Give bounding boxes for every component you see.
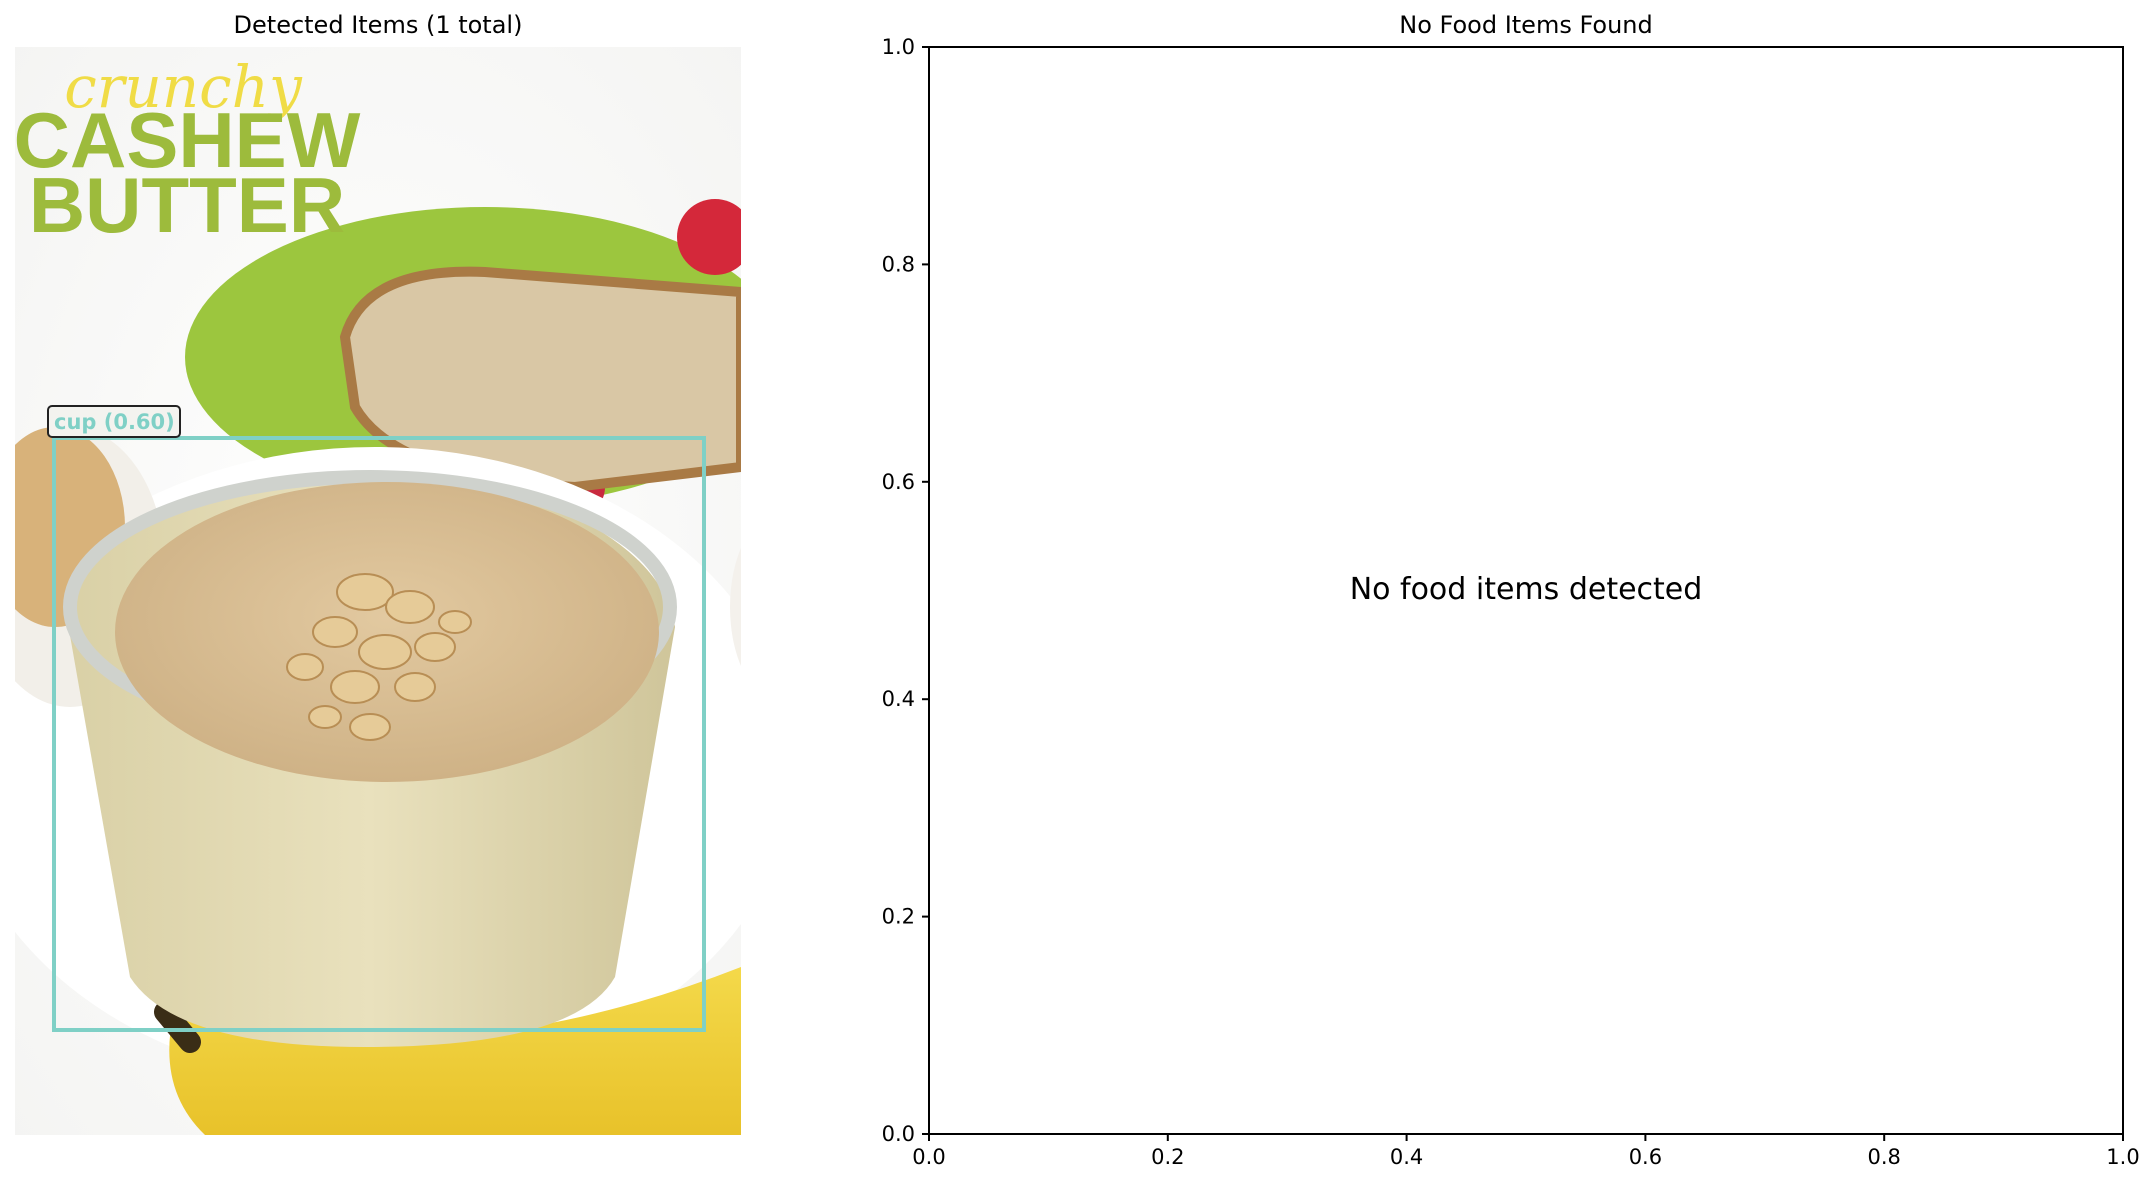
axis-ticks: 0.0 0.2 0.4 0.6 0.8 1.0 0.0 0.2 0.4 0.6 0.8 1.0 [882, 35, 2140, 1169]
detection-label: cup (0.60) [54, 410, 175, 434]
x-tick-label: 0.0 [912, 1145, 945, 1169]
cashew-butter-surface [115, 482, 659, 782]
left-panel-title: Detected Items (1 total) [233, 11, 523, 39]
detection-box-cup [52, 436, 706, 1032]
x-tick-label: 0.8 [1867, 1145, 1900, 1169]
chart-title: No Food Items Found [1399, 11, 1653, 39]
x-tick-label: 1.0 [2106, 1145, 2139, 1169]
y-tick-label: 0.4 [882, 687, 915, 711]
banana-stem [154, 1001, 201, 1053]
y-tick-label: 0.8 [882, 252, 915, 276]
x-tick-label: 0.2 [1151, 1145, 1184, 1169]
raspberry [677, 199, 741, 275]
cashew-topping [286, 573, 472, 741]
photo-script-text: crunchy [64, 53, 303, 121]
food-photo-panel: crunchy CASHEW BUTTER cup (0.60) [15, 47, 741, 1135]
right-bowl [730, 548, 741, 666]
plot-area [928, 46, 2124, 1135]
y-tick-label: 0.2 [882, 905, 915, 929]
photo-title-line2: BUTTER [29, 161, 345, 249]
no-items-message: No food items detected [1350, 572, 1703, 607]
food-photo: crunchy CASHEW BUTTER cup (0.60) [15, 47, 741, 1135]
y-tick-label: 0.0 [882, 1122, 915, 1146]
x-tick-label: 0.4 [1390, 1145, 1423, 1169]
y-tick-label: 0.6 [882, 470, 915, 494]
detection-label-box [47, 405, 181, 438]
photo-title-line1: CASHEW [15, 96, 361, 184]
banana [169, 967, 741, 1135]
x-tick-label: 0.6 [1629, 1145, 1662, 1169]
y-tick-label: 1.0 [882, 35, 915, 59]
